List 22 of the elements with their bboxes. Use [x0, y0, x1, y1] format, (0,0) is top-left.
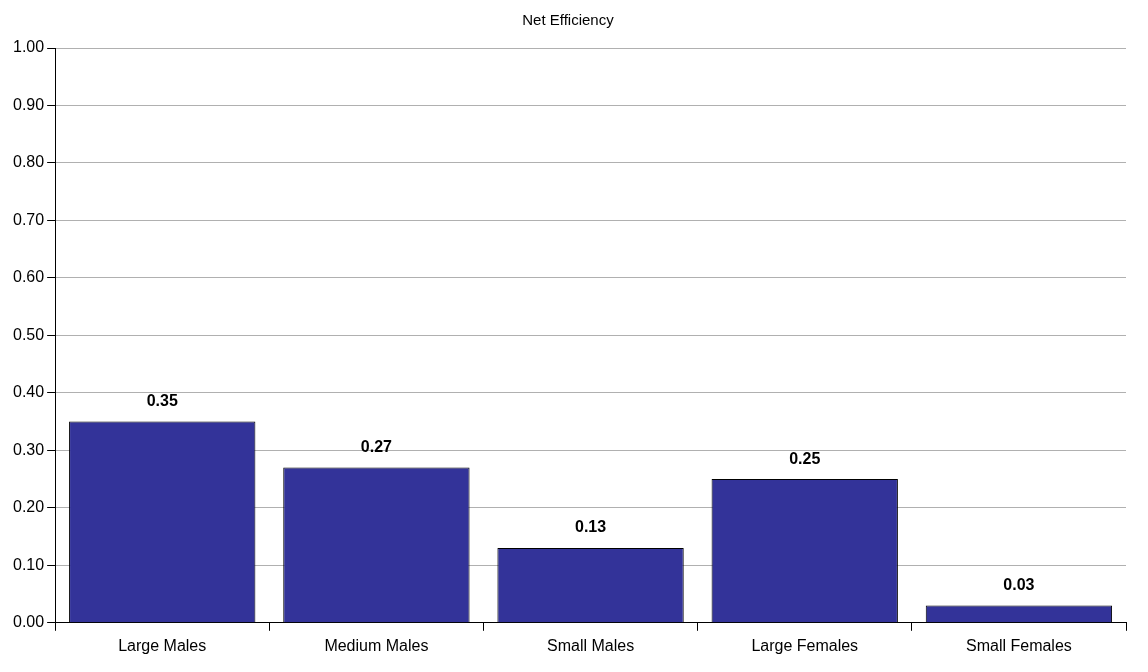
y-tick-label: 0.40	[13, 383, 45, 401]
data-label: 0.27	[360, 438, 393, 456]
y-tick-label: 0.70	[13, 210, 45, 228]
chart-title: Net Efficiency	[522, 11, 615, 29]
y-tick-label: 0.10	[13, 555, 45, 573]
y-tick-label: 0.00	[13, 613, 45, 631]
x-tick-label: Small Females	[966, 636, 1072, 654]
data-label: 0.35	[146, 392, 178, 410]
y-tick-label: 0.30	[13, 440, 45, 458]
y-tick-label: 0.50	[13, 325, 45, 343]
x-tick-label: Small Males	[547, 636, 635, 654]
y-tick-label: 0.20	[13, 498, 45, 516]
y-tick-label: 0.80	[13, 153, 45, 171]
y-tick-label: 0.60	[13, 268, 45, 286]
x-tick-label: Medium Males	[324, 636, 429, 654]
data-label: 0.03	[1003, 575, 1035, 593]
x-tick-label: Large Females	[751, 636, 859, 654]
y-tick-label: 0.90	[13, 95, 45, 113]
y-tick-label: 1.00	[13, 38, 45, 56]
x-tick-label: Large Males	[118, 636, 207, 654]
data-label: 0.25	[789, 449, 821, 467]
data-label: 0.13	[575, 518, 607, 536]
